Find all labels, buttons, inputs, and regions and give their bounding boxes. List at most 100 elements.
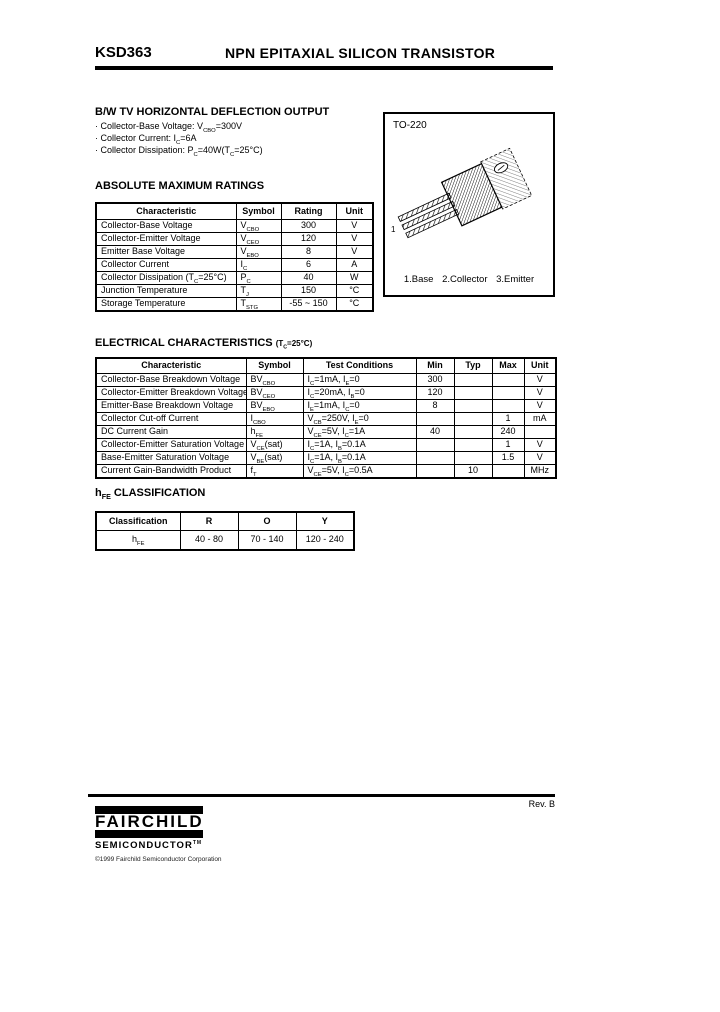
table-cell: VBE(sat) <box>245 451 304 465</box>
table-cell: Collector Cut-off Current <box>95 412 247 426</box>
table-cell: Collector-Base Voltage <box>95 219 237 233</box>
table-cell: VCBO <box>235 219 282 233</box>
table-header-row: Classification R O Y <box>95 511 355 531</box>
logo-wordmark: FAIRCHILD <box>95 812 204 831</box>
table-cell: Collector Dissipation (TC=25°C) <box>95 271 237 285</box>
table-cell: MHz <box>523 464 557 479</box>
table-cell: -55 ~ 150 <box>280 297 337 312</box>
table-cell: BVCBO <box>245 373 304 387</box>
table-header-row: Characteristic Symbol Test Conditions Min Ty… <box>95 357 557 374</box>
table-cell <box>453 399 493 413</box>
table-cell: 300 <box>415 373 455 387</box>
table-cell: IC=1mA, IE=0 <box>302 373 417 387</box>
table-cell: IE=1mA, IC=0 <box>302 399 417 413</box>
table-cell: 300 <box>280 219 337 233</box>
bullet-item: · Collector-Base Voltage: VCBO=300V <box>95 121 243 134</box>
column-header: Symbol <box>245 357 304 374</box>
table-cell: V <box>335 245 374 259</box>
table-cell: Base-Emitter Saturation Voltage <box>95 451 247 465</box>
pin-assignment-label: 1.Base 2.Collector 3.Emitter <box>403 274 535 285</box>
absolute-maximum-ratings-table: Characteristic Symbol Rating Unit Collector-… <box>95 202 374 312</box>
fairchild-logo: FAIRCHILD SEMICONDUCTORTM <box>95 806 215 851</box>
column-header: R <box>179 511 239 531</box>
table-cell <box>415 464 455 479</box>
table-cell: Collector Current <box>95 258 237 272</box>
table-cell: W <box>335 271 374 285</box>
header-rule <box>95 66 553 70</box>
table-row: Collector Dissipation (TC=25°C) PC 40 W <box>95 271 374 285</box>
table-cell: 8 <box>415 399 455 413</box>
column-header: Characteristic <box>95 202 237 220</box>
table-cell: 40 - 80 <box>179 530 239 551</box>
table-cell: Collector-Emitter Breakdown Voltage <box>95 386 247 400</box>
package-outline-box: TO-220 1 <box>383 112 555 297</box>
table-cell <box>453 438 493 452</box>
table-cell: fT <box>245 464 304 479</box>
table-cell: 40 <box>280 271 337 285</box>
table-row: Storage Temperature TSTG -55 ~ 150 °C <box>95 297 374 312</box>
table-cell: 70 - 140 <box>237 530 297 551</box>
hfe-heading: hFE CLASSIFICATION <box>95 487 206 502</box>
table-cell: Current Gain-Bandwidth Product <box>95 464 247 479</box>
application-heading: B/W TV HORIZONTAL DEFLECTION OUTPUT <box>95 106 330 118</box>
ec-heading-text: ELECTRICAL CHARACTERISTICS <box>95 337 273 349</box>
electrical-characteristics-table: Characteristic Symbol Test Conditions Min Ty… <box>95 357 557 479</box>
ec-heading: ELECTRICAL CHARACTERISTICS (TC=25°C) <box>95 337 313 351</box>
table-cell <box>491 373 525 387</box>
table-cell: Emitter-Base Breakdown Voltage <box>95 399 247 413</box>
table-cell: Storage Temperature <box>95 297 237 312</box>
bullet-item: · Collector Dissipation: PC=40W(TC=25°C) <box>95 145 263 158</box>
table-cell: VCB=250V, IE=0 <box>302 412 417 426</box>
table-cell: A <box>335 258 374 272</box>
table-cell: TJ <box>235 284 282 298</box>
table-cell: V <box>523 373 557 387</box>
table-cell <box>415 438 455 452</box>
table-cell: mA <box>523 412 557 426</box>
table-row: Collector-Base Breakdown Voltage BVCBO IC=… <box>95 373 557 387</box>
table-cell: Junction Temperature <box>95 284 237 298</box>
table-cell <box>491 464 525 479</box>
column-header: Characteristic <box>95 357 247 374</box>
table-cell <box>491 386 525 400</box>
table-row: Collector-Base Voltage VCBO 300 V <box>95 219 374 233</box>
revision-label: Rev. B <box>528 799 555 809</box>
footer-rule <box>88 794 555 797</box>
column-header: Unit <box>335 202 374 220</box>
table-row: Collector-Emitter Breakdown Voltage BVCEO… <box>95 386 557 400</box>
table-cell: VCE(sat) <box>245 438 304 452</box>
column-header: Min <box>415 357 455 374</box>
table-cell: 10 <box>453 464 493 479</box>
ec-condition: (TC=25°C) <box>275 339 313 351</box>
page-title: NPN EPITAXIAL SILICON TRANSISTOR <box>225 45 496 61</box>
table-cell <box>453 451 493 465</box>
table-cell: 240 <box>491 425 525 439</box>
table-cell: VCEO <box>235 232 282 246</box>
table-row: DC Current Gain hFE VCE=5V, IC=1A 40 240 <box>95 425 557 439</box>
table-cell: VCE=5V, IC=1A <box>302 425 417 439</box>
column-header: Symbol <box>235 202 282 220</box>
column-header: Max <box>491 357 525 374</box>
table-cell: °C <box>335 297 374 312</box>
table-cell: V <box>335 219 374 233</box>
column-header: O <box>237 511 297 531</box>
table-cell: 1.5 <box>491 451 525 465</box>
application-bullet-list: · Collector-Base Voltage: VCBO=300V · Co… <box>95 120 263 158</box>
table-cell <box>453 412 493 426</box>
table-row: hFE 40 - 80 70 - 140 120 - 240 <box>95 530 355 551</box>
column-header: Test Conditions <box>302 357 417 374</box>
copyright-notice: ©1999 Fairchild Semiconductor Corporatio… <box>95 856 222 863</box>
table-cell <box>453 425 493 439</box>
table-row: Collector Current IC 6 A <box>95 258 374 272</box>
table-cell <box>491 399 525 413</box>
table-cell: IC=1A, IB=0.1A <box>302 451 417 465</box>
table-cell <box>415 451 455 465</box>
table-cell: 8 <box>280 245 337 259</box>
table-cell: PC <box>235 271 282 285</box>
table-cell: hFE <box>95 530 181 551</box>
table-cell: TSTG <box>235 297 282 312</box>
table-cell: BVCEO <box>245 386 304 400</box>
table-header-row: Characteristic Symbol Rating Unit <box>95 202 374 220</box>
column-header: Typ <box>453 357 493 374</box>
logo-subtitle-text: SEMICONDUCTOR <box>95 840 193 852</box>
